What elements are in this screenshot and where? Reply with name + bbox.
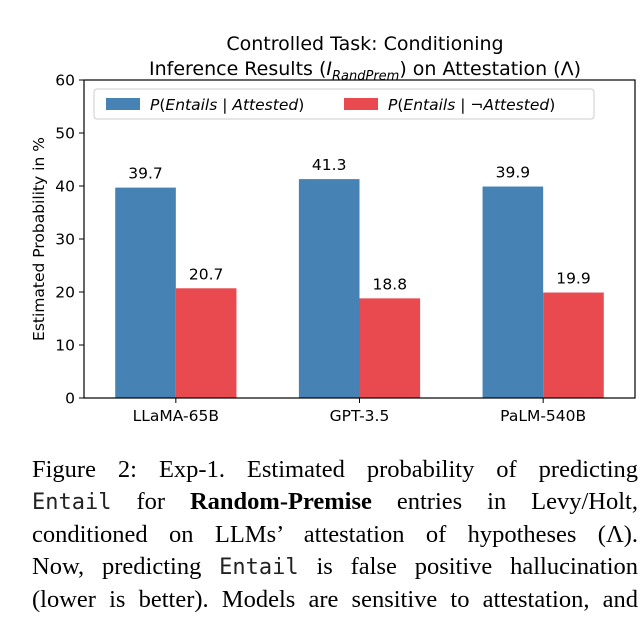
caption-line-5: (lower is better). Models are sensitive … bbox=[32, 586, 638, 613]
bar-value-label: 18.8 bbox=[373, 275, 408, 293]
bar-attested-palm-540b bbox=[482, 186, 544, 398]
legend-entry: P(Entails | ¬Attested) bbox=[388, 96, 555, 114]
y-tick-label: 50 bbox=[55, 125, 75, 143]
chart-title-line1: Controlled Task: Conditioning bbox=[226, 33, 503, 55]
x-axis: LLaMA-65B GPT-3.5 PaLM-540B bbox=[133, 398, 586, 425]
legend-swatch bbox=[344, 98, 378, 110]
y-tick-label: 40 bbox=[55, 178, 75, 196]
bar-attested-llama-65b bbox=[115, 187, 176, 398]
legend-swatch bbox=[106, 98, 140, 110]
y-tick-label: 60 bbox=[55, 72, 75, 90]
legend-entry: P(Entails | Attested) bbox=[150, 96, 304, 114]
legend: P(Entails | Attested) P(Entails | ¬Attest… bbox=[93, 88, 595, 120]
bar-labels-group: 39.7 20.7 41.3 18.8 39.9 19.9 bbox=[128, 156, 590, 293]
caption-text: Now, predicting bbox=[32, 553, 220, 580]
bar-not-attested-llama-65b bbox=[175, 288, 237, 398]
caption-line-4: Now, predicting Entail is false positive… bbox=[32, 551, 638, 584]
bar-value-label: 19.9 bbox=[556, 270, 591, 288]
bar-chart: Controlled Task: Conditioning Inference … bbox=[30, 33, 636, 425]
y-tick-label: 20 bbox=[55, 284, 75, 302]
bar-value-label: 41.3 bbox=[312, 156, 347, 174]
caption-line-3: conditioned on LLMs’ attestation of hypo… bbox=[32, 521, 638, 548]
chart-title-line2: Inference Results (IRandPrem) on Attesta… bbox=[149, 58, 581, 84]
bar-attested-gpt-3.5 bbox=[298, 179, 360, 398]
bar-value-label: 39.9 bbox=[496, 164, 531, 182]
chart-title: Controlled Task: Conditioning Inference … bbox=[149, 33, 581, 84]
bar-value-label: 20.7 bbox=[189, 265, 224, 283]
y-tick-label: 10 bbox=[55, 337, 75, 355]
figure-caption: Figure 2: Exp-1. Estimated probability o… bbox=[32, 454, 638, 616]
bar-not-attested-palm-540b bbox=[543, 292, 604, 398]
caption-code-entail: Entail bbox=[32, 490, 112, 515]
caption-code-entail: Entail bbox=[219, 555, 299, 580]
y-axis: 0 10 20 30 40 50 60 bbox=[55, 72, 84, 408]
caption-bold-random-premise: Random-Premise bbox=[189, 488, 372, 515]
bar-value-label: 39.7 bbox=[128, 165, 163, 183]
caption-line-2: Entail for Random-Premise entries in Lev… bbox=[32, 486, 638, 519]
caption-text: for bbox=[111, 488, 190, 515]
y-tick-label: 30 bbox=[55, 231, 75, 249]
x-tick-label: PaLM-540B bbox=[500, 407, 586, 425]
caption-line-1: Figure 2: Exp-1. Estimated probability o… bbox=[32, 456, 638, 483]
y-tick-label: 0 bbox=[65, 390, 75, 408]
bar-not-attested-gpt-3.5 bbox=[359, 298, 421, 398]
caption-text: entries in Levy/Holt, bbox=[371, 488, 638, 515]
bars-group bbox=[115, 179, 604, 398]
caption-text: is false positive hallucination bbox=[298, 553, 639, 580]
x-tick-label: LLaMA-65B bbox=[133, 407, 219, 425]
y-axis-label: Estimated Probability in % bbox=[30, 137, 48, 341]
x-tick-label: GPT-3.5 bbox=[330, 407, 390, 425]
